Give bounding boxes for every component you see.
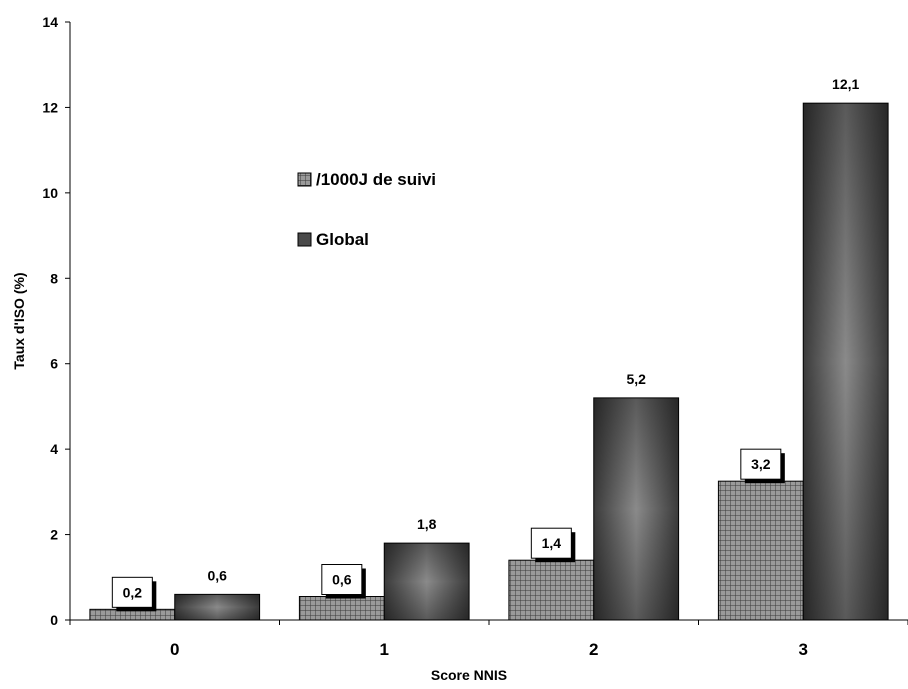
legend-swatch xyxy=(297,172,312,187)
data-label-box xyxy=(530,527,572,559)
y-tick-label: 2 xyxy=(50,527,58,543)
data-label-box xyxy=(740,448,782,480)
bar-global-shade xyxy=(803,103,889,620)
bar-global-shade xyxy=(593,397,679,620)
data-label: 3,2 xyxy=(751,456,771,472)
legend-label: Global xyxy=(316,230,369,249)
y-tick-label: 10 xyxy=(42,185,58,201)
y-tick-label: 8 xyxy=(50,270,58,286)
y-axis-title: Taux d'ISO (%) xyxy=(11,272,27,369)
x-tick-label: 1 xyxy=(380,640,389,659)
x-tick-label: 0 xyxy=(170,640,179,659)
y-tick-label: 6 xyxy=(50,356,58,372)
bar-suivi xyxy=(717,480,804,621)
data-label-box xyxy=(111,576,153,608)
bar-global-shade xyxy=(174,594,260,620)
data-label: 0,2 xyxy=(123,584,143,600)
bar-suivi xyxy=(298,596,385,621)
y-tick-label: 4 xyxy=(50,441,58,457)
data-label-box xyxy=(321,564,363,596)
data-label: 1,8 xyxy=(417,516,437,532)
data-label: 0,6 xyxy=(332,572,352,588)
legend-swatch xyxy=(297,232,312,247)
data-label: 0,6 xyxy=(207,567,227,583)
data-label: 12,1 xyxy=(832,76,859,92)
x-tick-label: 2 xyxy=(589,640,598,659)
data-label: 5,2 xyxy=(626,371,646,387)
bar-suivi xyxy=(508,559,595,621)
data-label: 1,4 xyxy=(542,535,562,551)
y-tick-label: 0 xyxy=(50,612,58,628)
y-tick-label: 14 xyxy=(42,14,58,30)
y-tick-label: 12 xyxy=(42,99,58,115)
x-tick-label: 3 xyxy=(799,640,808,659)
bar-global-shade xyxy=(384,543,470,620)
x-axis-title: Score NNIS xyxy=(431,667,507,683)
legend-label: /1000J de suivi xyxy=(316,170,436,189)
